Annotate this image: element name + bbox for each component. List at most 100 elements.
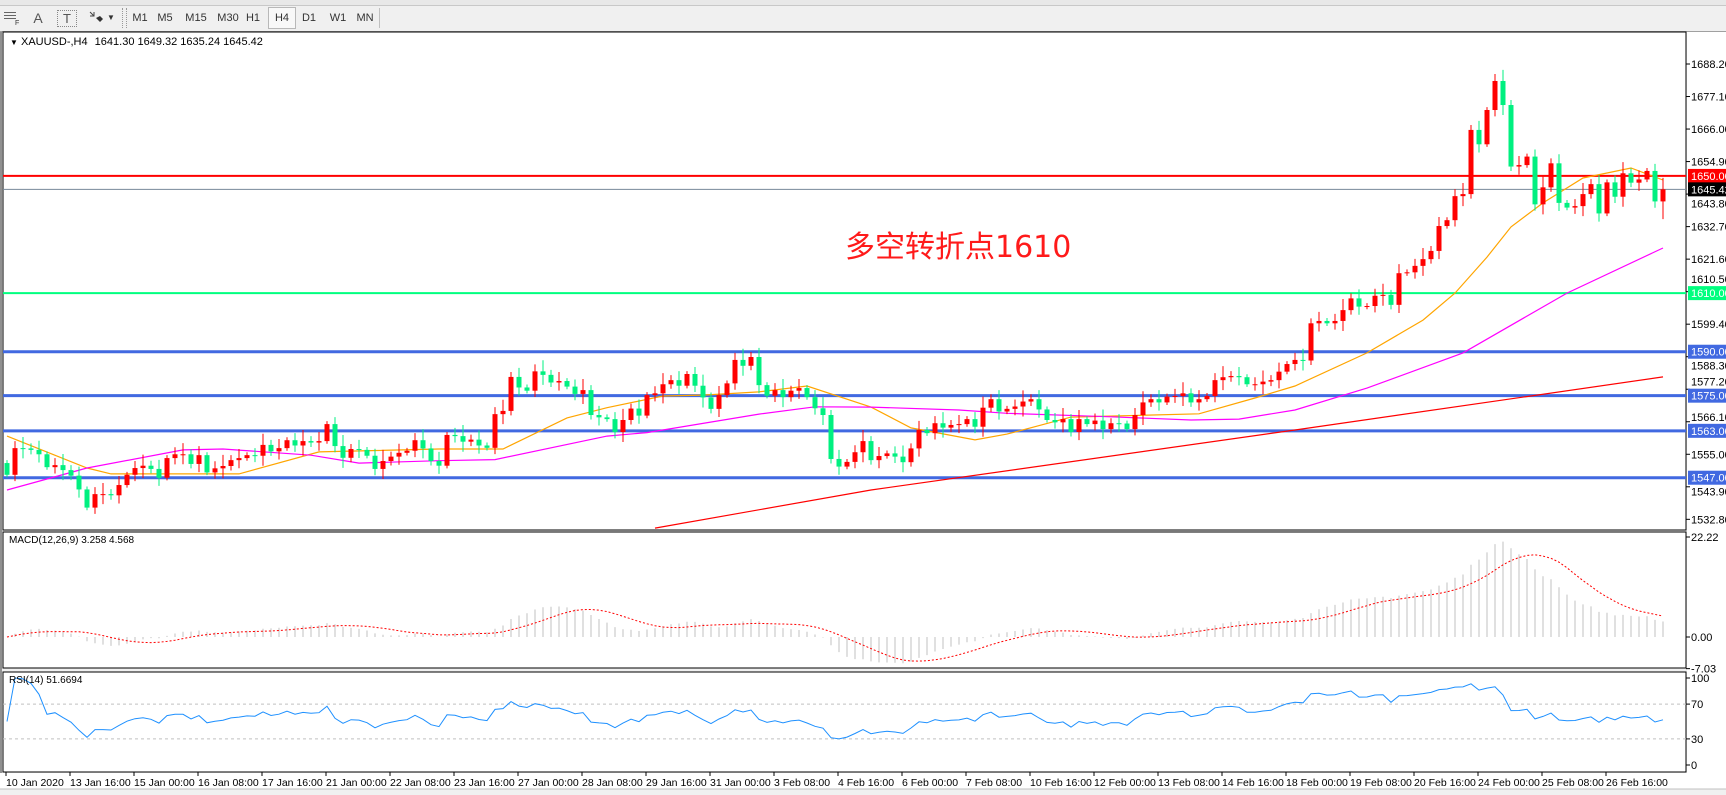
candle-body <box>348 449 354 458</box>
timeframe-m15[interactable]: M15 <box>185 12 207 24</box>
candle-body <box>1596 184 1602 214</box>
candle-body <box>732 359 738 384</box>
candle-body <box>1556 163 1562 203</box>
candle-body <box>1636 179 1642 183</box>
candle-body <box>708 397 714 409</box>
time-label: 10 Jan 2020 <box>6 777 64 789</box>
candle-body <box>908 448 914 463</box>
time-label: 10 Feb 16:00 <box>1030 777 1092 789</box>
timeframe-d1[interactable]: D1 <box>301 12 317 24</box>
candle-body <box>804 388 810 398</box>
rsi-tick-label: 30 <box>1691 734 1703 746</box>
candle-body <box>1020 401 1026 407</box>
candle-body <box>92 494 98 508</box>
candle-body <box>820 408 826 416</box>
candle-body <box>1628 173 1634 183</box>
time-label: 7 Feb 08:00 <box>966 777 1022 789</box>
candle-body <box>1052 419 1058 423</box>
window-left-edge <box>0 32 2 774</box>
candle-body <box>1588 184 1594 195</box>
candle-body <box>340 446 346 458</box>
timeframe-h4[interactable]: H4 <box>268 7 296 29</box>
price-axis-bg <box>1687 32 1726 774</box>
candle-body <box>1508 105 1514 167</box>
candle-body <box>276 448 282 452</box>
text-a-icon[interactable]: A <box>33 10 43 26</box>
time-label: 25 Feb 08:00 <box>1542 777 1604 789</box>
candle-body <box>1356 298 1362 307</box>
rsi-label: RSI(14) 51.6694 <box>9 675 83 686</box>
timeframe-m5[interactable]: M5 <box>157 12 173 24</box>
candle-body <box>1300 359 1306 361</box>
level-label-bg <box>1688 168 1726 183</box>
toolbar-grip[interactable] <box>122 8 127 28</box>
candle-body <box>476 439 482 446</box>
candle-body <box>636 408 642 416</box>
text-label-icon[interactable]: T <box>57 10 77 27</box>
arrows-icon[interactable] <box>86 8 106 28</box>
candle-body <box>1204 395 1210 400</box>
candle-body <box>1172 395 1178 397</box>
rsi-tick-label: 70 <box>1691 699 1703 711</box>
candle-body <box>852 452 858 462</box>
timeframe-mn[interactable]: MN <box>356 12 374 24</box>
candle-body <box>1644 170 1650 180</box>
candle-body <box>1372 295 1378 307</box>
time-label: 17 Jan 16:00 <box>262 777 323 789</box>
candle-body <box>1180 393 1186 396</box>
candle-body <box>140 465 146 469</box>
collapse-triangle-icon[interactable]: ▼ <box>10 38 18 47</box>
timeframe-w1[interactable]: W1 <box>329 12 347 24</box>
candle-body <box>964 419 970 425</box>
timeframe-m30[interactable]: M30 <box>217 12 239 24</box>
time-label: 23 Jan 16:00 <box>454 777 515 789</box>
candle-body <box>28 448 34 450</box>
candle-body <box>676 380 682 386</box>
candle-body <box>1436 226 1442 251</box>
candle-body <box>1316 320 1322 324</box>
candle-body <box>1476 129 1482 145</box>
candle-body <box>1340 310 1346 321</box>
time-label: 19 Feb 08:00 <box>1350 777 1412 789</box>
time-label: 12 Feb 00:00 <box>1094 777 1156 789</box>
candle-body <box>788 390 794 398</box>
candle-body <box>1140 402 1146 416</box>
grid-f-icon[interactable]: F <box>2 8 22 28</box>
candle-body <box>420 440 426 449</box>
level-label-1563.00: 1563.00 <box>1691 426 1726 438</box>
chart-annotation-text[interactable]: 多空转折点1610 <box>845 230 1072 265</box>
candle-body <box>980 407 986 427</box>
upper-toolbar-strip <box>0 0 1726 6</box>
candle-body <box>740 359 746 366</box>
candle-body <box>1388 294 1394 305</box>
dropdown-arrow-icon[interactable]: ▼ <box>107 13 115 22</box>
candle-body <box>1620 173 1626 197</box>
candle-body <box>84 489 90 508</box>
price-tick-label: 1621.60 <box>1691 254 1726 266</box>
candle-body <box>1220 377 1226 381</box>
candle-body <box>36 449 42 455</box>
price-tick-label: 1577.20 <box>1691 377 1726 389</box>
candle-body <box>188 454 194 464</box>
candle-body <box>1028 399 1034 402</box>
price-tick-label: 1643.80 <box>1691 198 1726 210</box>
candle-body <box>1604 182 1610 214</box>
timeframe-h1[interactable]: H1 <box>245 12 261 24</box>
candle-body <box>1196 399 1202 403</box>
candle-body <box>860 441 866 453</box>
candle-body <box>660 384 666 394</box>
candle-body <box>652 393 658 396</box>
candle-body <box>564 381 570 387</box>
candle-body <box>884 453 890 457</box>
candle-body <box>748 357 754 366</box>
level-label-1610.00: 1610.00 <box>1691 288 1726 300</box>
candle-body <box>780 390 786 398</box>
candle-body <box>1116 423 1122 425</box>
price-tick-label: 1654.90 <box>1691 157 1726 169</box>
candle-body <box>772 390 778 396</box>
timeframe-m1[interactable]: M1 <box>132 12 148 24</box>
candle-body <box>1100 420 1106 430</box>
candle-body <box>988 399 994 408</box>
macd-pane <box>2 531 1687 669</box>
